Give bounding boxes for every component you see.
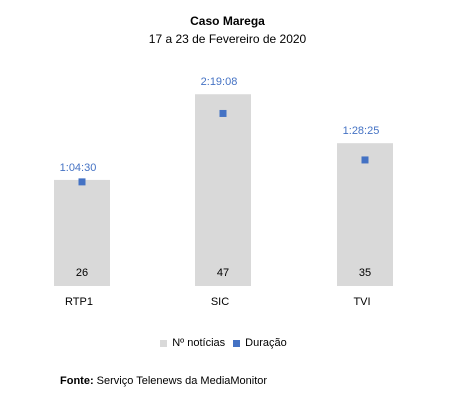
category-label: TVI — [353, 296, 370, 308]
duration-marker-tvi — [361, 156, 369, 164]
source-text: Serviço Telenews da MediaMonitor — [96, 375, 268, 387]
bar-sic — [195, 94, 251, 287]
chart-title: Caso Marega — [190, 14, 265, 28]
chart-legend: Nº notícias Duração — [0, 333, 455, 353]
source-note: Fonte: Serviço Telenews da MediaMonitor — [60, 375, 267, 387]
chart-subtitle: 17 a 23 de Fevereiro de 2020 — [148, 32, 307, 46]
legend-item-duration: Duração — [233, 337, 287, 349]
category-label: SIC — [211, 296, 229, 308]
bar-value-label: 35 — [359, 267, 371, 279]
legend-item-bars: Nº notícias — [160, 337, 225, 349]
bar-value-label: 26 — [76, 267, 88, 279]
legend-label-duration: Duração — [245, 337, 287, 349]
duration-label: 2:19:08 — [201, 76, 238, 88]
category-label: RTP1 — [65, 296, 93, 308]
legend-label-bars: Nº notícias — [172, 337, 226, 349]
legend-swatch-bars — [160, 339, 168, 347]
duration-label: 1:28:25 — [343, 125, 380, 137]
bar-value-label: 47 — [217, 267, 229, 279]
source-label: Fonte: — [60, 375, 94, 387]
bar-tvi — [337, 143, 393, 286]
duration-marker-sic — [219, 109, 227, 117]
legend-swatch-duration — [233, 339, 241, 347]
duration-label: 1:04:30 — [60, 162, 97, 174]
bar-rtp1 — [54, 179, 110, 286]
duration-marker-rtp1 — [78, 178, 86, 186]
